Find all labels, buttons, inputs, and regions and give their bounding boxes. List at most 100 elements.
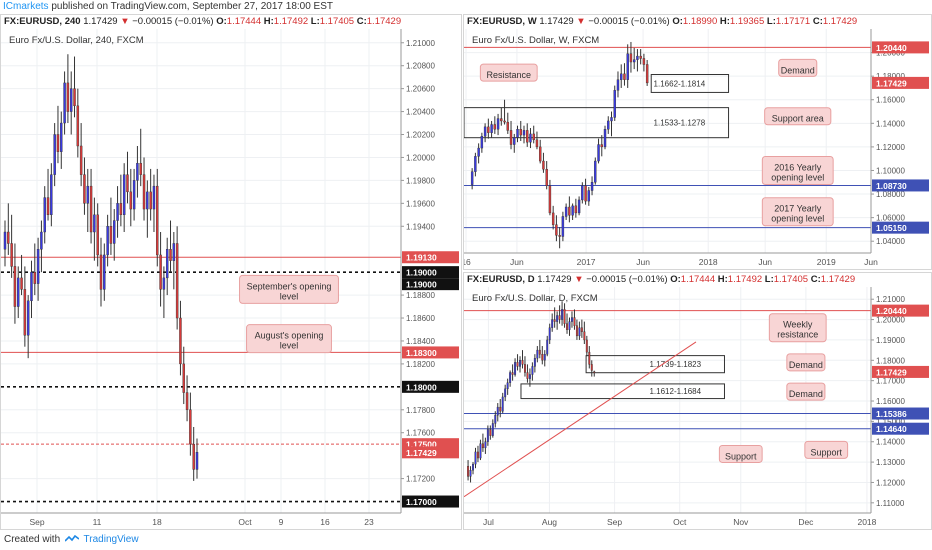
open-value: 1.18990 [682,16,718,27]
price-tag-label: 1.17000 [406,497,437,507]
candle-body [626,53,629,80]
plot-area-h4[interactable]: September's opening level August's opening… [1,29,461,529]
price-tick-label: 1.12000 [876,143,905,152]
annotation-callout: Support [804,440,849,459]
panel-header-weekly: FX:EURUSD, W 1.17429 ▼ −0.00015 (−0.01%)… [464,15,931,29]
price-tick-label: 1.06000 [876,214,905,223]
price-tick-label: 1.16000 [876,397,905,406]
down-arrow-icon: ▼ [576,16,586,27]
candle-body [169,249,172,261]
price-tag-label: 1.05150 [876,223,907,233]
annotation-text: resistance [777,330,818,340]
down-arrow-icon: ▼ [574,274,584,285]
price-tag-bg [402,446,459,459]
annotation-box [778,58,818,77]
candle-body [496,406,499,416]
candle-body [179,317,182,365]
time-tick-label: Jul [483,517,494,527]
candle-body [69,88,73,112]
candle-body [577,199,581,214]
candle-body [551,319,554,328]
price-tick-label: 1.10000 [876,166,905,175]
annotation-callout: Demand [786,382,826,401]
open-label: O: [670,274,681,285]
candle-body [165,249,169,279]
price-tag-bg [402,346,459,359]
candles [470,41,649,249]
price-tick-label: 1.19400 [406,222,435,231]
candle-body [524,364,526,373]
annotation-box [479,63,538,82]
price-tick-label: 1.14000 [876,119,905,128]
tradingview-link[interactable]: TradingView [83,534,139,545]
author-link[interactable]: ICmarkets [3,1,49,12]
annotation-text: Support area [772,114,824,124]
candle-body [519,129,522,136]
annotation-text: Demand [781,65,815,75]
candle-body [159,254,162,290]
time-tick-label: Nov [733,517,749,527]
candle-body [588,351,591,365]
candle-body [476,451,479,459]
candle-body [162,277,166,290]
chart-panel-weekly[interactable]: FX:EURUSD, W 1.17429 ▼ −0.00015 (−0.01%)… [463,14,932,270]
candle-body [590,182,594,191]
candles [3,54,199,481]
candle-body [519,360,521,367]
trend-line [464,341,697,498]
candle-body [561,216,565,237]
time-tick-label: Sep [607,517,622,527]
candle-body [613,90,616,118]
last-price: 1.17429 [539,16,574,27]
candle-body [494,415,497,424]
candle-body [83,174,86,204]
time-tick-label: 23 [364,517,374,527]
plot-area-weekly[interactable]: 1.1662-1.1814 1.1533-1.1278 Resistance Dema… [464,29,931,269]
price-tick-label: 1.20000 [406,153,435,162]
annotation-text: Demand [789,389,823,399]
candle-body [43,197,46,233]
open-label: O: [216,16,227,27]
chart-svg: 1.1662-1.1814 1.1533-1.1278 Resistance Dema… [464,29,929,267]
annotation-text: level [280,291,299,301]
price-tag-label: 1.19130 [406,253,437,263]
candle-body [103,254,106,290]
candle-body [541,353,544,361]
high-value: 1.19365 [729,16,765,27]
candle-body [119,203,123,216]
chart-panel-h4[interactable]: FX:EURUSD, 240 1.17429 ▼ −0.00015 (−0.01… [0,14,462,530]
candle-body [30,271,33,302]
publish-info: published on TradingView.com, September … [51,1,334,12]
candle-body [467,465,470,477]
candle-body [568,321,571,330]
candle-body [506,382,509,390]
symbol-label: FX:EURUSD, 240 [4,16,81,27]
candle-body [616,79,620,91]
time-tick-label: Jun [864,257,878,267]
annotation-box [239,274,339,304]
price-tag-bg [402,266,459,279]
candle-body [528,374,531,379]
candle-body [511,372,514,375]
price-tick-label: 1.20400 [406,108,435,117]
price-tick-label: 1.17800 [406,406,435,415]
close-value: 1.17429 [366,16,402,27]
candle-body [477,147,480,157]
candle-body [571,205,574,216]
candle-body [636,55,639,60]
candle-body [33,271,37,284]
chart-panel-daily[interactable]: FX:EURUSD, D 1.17429 ▼ −0.00015 (−0.01%)… [463,272,932,530]
annotation-text: Support [810,447,842,457]
plot-area-daily[interactable]: 1.1739-1.1823 1.1612-1.1684 Weekly resistan… [464,287,931,529]
candle-body [149,191,152,210]
candle-body [487,126,490,133]
candle-body [583,331,586,341]
candle-body [79,145,83,175]
candle-body [551,212,555,225]
candle-body [597,144,600,162]
chart-svg: 1.1739-1.1823 1.1612-1.1684 Weeklyresistan… [464,287,929,527]
price-tag-bg [402,251,459,264]
candle-body [20,277,23,290]
candle-body [504,388,507,398]
candle-body [574,205,578,214]
